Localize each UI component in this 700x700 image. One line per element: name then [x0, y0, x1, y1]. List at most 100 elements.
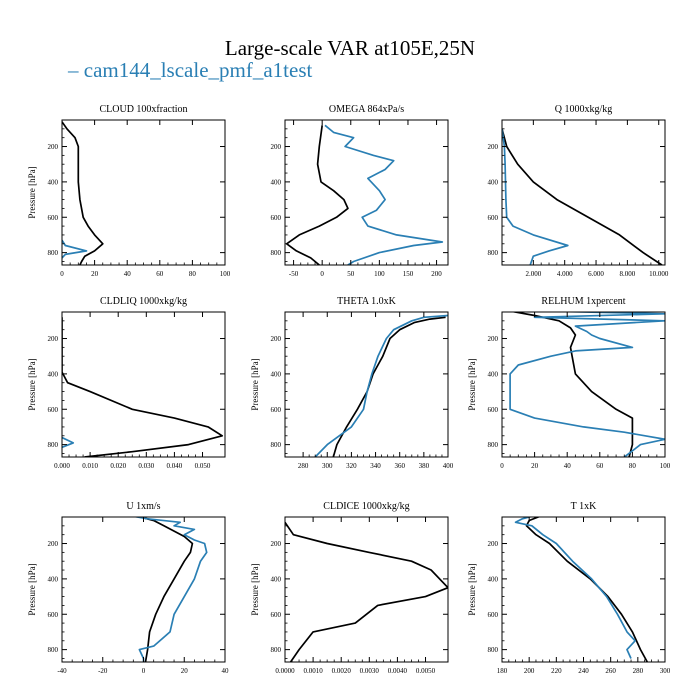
y-axis-label: Pressure [hPa] [467, 563, 477, 615]
y-tick-label: 200 [271, 335, 282, 343]
x-tick-label: 60 [156, 270, 164, 278]
panel-title: CLOUD 100xfraction [99, 104, 187, 115]
y-tick-label: 200 [488, 335, 499, 343]
x-tick-label: 340 [370, 462, 381, 470]
y-tick-label: 200 [488, 143, 499, 151]
x-tick-label: 80 [629, 462, 637, 470]
y-tick-label: 200 [271, 143, 282, 151]
y-tick-label: 800 [271, 646, 282, 654]
y-tick-label: 400 [271, 178, 282, 186]
x-tick-label: 4.000 [557, 270, 573, 278]
series-line-test [324, 124, 444, 265]
series-line-control [62, 317, 224, 457]
y-tick-label: 400 [271, 370, 282, 378]
x-tick-label: 200 [431, 270, 442, 278]
series-line-test [514, 517, 636, 659]
plot-frame [501, 119, 666, 266]
y-axis-label: Pressure [hPa] [27, 563, 37, 615]
legend-label: cam144_lscale_pmf_a1test [83, 58, 313, 82]
y-tick-label: 400 [48, 370, 59, 378]
x-tick-label: 0 [320, 270, 324, 278]
y-tick-label: 200 [488, 540, 499, 548]
y-tick-label: 600 [48, 406, 59, 414]
x-tick-label: 0 [142, 667, 146, 675]
y-tick-label: 400 [488, 370, 499, 378]
y-tick-label: 400 [488, 178, 499, 186]
x-tick-label: 0.0040 [388, 667, 408, 675]
x-tick-label: -40 [57, 667, 67, 675]
panel-4: CLDLIQ 1000xkg/kg Pressure [hPa] 0.000 0.01… [27, 296, 226, 470]
plot-frame [61, 119, 226, 266]
x-tick-label: 40 [564, 462, 572, 470]
y-axis-label: Pressure [hPa] [27, 166, 37, 218]
x-tick-label: 100 [220, 270, 231, 278]
series-line-test [62, 436, 75, 449]
x-tick-label: 0.010 [82, 462, 98, 470]
x-tick-label: 0.020 [110, 462, 126, 470]
x-tick-label: 0.0030 [360, 667, 380, 675]
x-tick-label: 0.050 [195, 462, 211, 470]
y-tick-label: 600 [488, 611, 499, 619]
y-tick-label: 800 [48, 249, 59, 257]
x-tick-label: 0.040 [167, 462, 183, 470]
y-tick-label: 800 [48, 441, 59, 449]
series-line-test [314, 314, 448, 457]
x-tick-label: -50 [289, 270, 299, 278]
figure-title: Large-scale VAR at105E,25N [224, 36, 476, 60]
x-tick-label: 150 [403, 270, 414, 278]
y-tick-label: 200 [271, 540, 282, 548]
y-axis-label: Pressure [hPa] [27, 358, 37, 410]
x-tick-label: 320 [346, 462, 357, 470]
y-tick-label: 800 [488, 646, 499, 654]
x-tick-label: 220 [551, 667, 562, 675]
plot-frame [284, 119, 449, 266]
y-tick-label: 600 [48, 611, 59, 619]
y-tick-label: 800 [488, 249, 499, 257]
series-line-control [62, 121, 104, 265]
x-tick-label: 0.000 [54, 462, 70, 470]
x-tick-label: 100 [374, 270, 385, 278]
series-line-control [332, 316, 446, 457]
y-tick-label: 600 [48, 214, 59, 222]
y-tick-label: 400 [488, 575, 499, 583]
plot-frame [61, 516, 226, 663]
x-tick-label: 40 [222, 667, 230, 675]
series-line-control [510, 312, 634, 457]
y-tick-label: 200 [48, 143, 59, 151]
panel-title: CLDICE 1000xkg/kg [323, 501, 409, 512]
plot-frame [61, 311, 226, 458]
x-tick-label: 50 [347, 270, 355, 278]
series-line-test [132, 517, 208, 662]
x-tick-label: 180 [497, 667, 508, 675]
series-line-control [285, 521, 448, 662]
y-tick-label: 600 [271, 611, 282, 619]
series-line-control [285, 125, 349, 265]
x-tick-label: 20 [531, 462, 539, 470]
x-tick-label: 10.000 [649, 270, 669, 278]
series-line-test [502, 128, 569, 265]
y-tick-label: 400 [48, 575, 59, 583]
x-tick-label: 0.0000 [275, 667, 295, 675]
x-tick-label: 6.000 [588, 270, 604, 278]
x-tick-label: -20 [98, 667, 108, 675]
series-line-control [502, 128, 663, 265]
panel-3: Q 1000xkg/kg 2.000 4.000 6.000 8.000 10.000 20… [488, 104, 669, 278]
x-tick-label: 20 [181, 667, 189, 675]
y-axis-label: Pressure [hPa] [250, 563, 260, 615]
x-tick-label: 40 [124, 270, 132, 278]
y-tick-label: 200 [48, 335, 59, 343]
plot-frame [501, 516, 666, 663]
y-tick-label: 800 [271, 249, 282, 257]
panel-title: U 1xm/s [126, 501, 160, 512]
y-tick-label: 200 [48, 540, 59, 548]
x-tick-label: 280 [298, 462, 309, 470]
x-tick-label: 0.030 [138, 462, 154, 470]
y-tick-label: 600 [488, 214, 499, 222]
x-tick-label: 240 [578, 667, 589, 675]
panel-6: RELHUM 1xpercent Pressure [hPa] 0 20 40 60 80 1… [467, 296, 671, 470]
panel-9: T 1xK Pressure [hPa] 180 200 220 240 260 280 300… [467, 501, 671, 675]
plot-frame [284, 311, 449, 458]
x-tick-label: 360 [394, 462, 405, 470]
y-tick-label: 800 [488, 441, 499, 449]
x-tick-label: 300 [660, 667, 671, 675]
